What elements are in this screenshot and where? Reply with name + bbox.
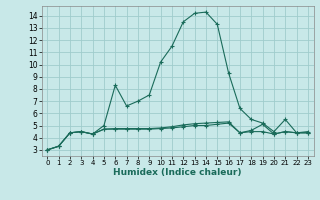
X-axis label: Humidex (Indice chaleur): Humidex (Indice chaleur)	[113, 168, 242, 177]
